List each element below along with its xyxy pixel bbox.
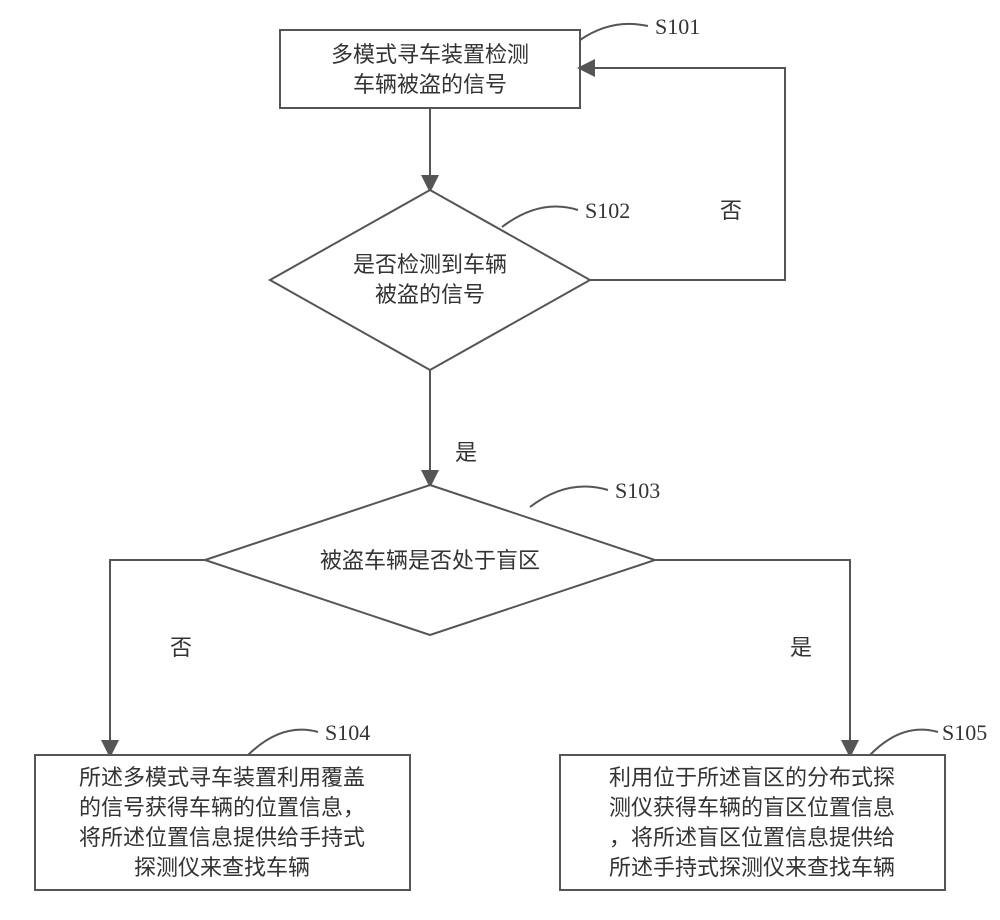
flowchart-canvas: 多模式寻车装置检测 车辆被盗的信号 S101 是否检测到车辆 被盗的信号 S10… (0, 0, 1000, 920)
s104-line2: 的信号获得车辆的位置信息， (79, 795, 365, 820)
s104-line3: 将所述位置信息提供给手持式 (79, 825, 365, 850)
s105-line4: 所述手持式探测仪来查找车辆 (609, 855, 895, 880)
s103-line1: 被盗车辆是否处于盲区 (320, 548, 540, 573)
s105-line1: 利用位于所述盲区的分布式探 (609, 765, 895, 790)
s103-label: S103 (615, 478, 660, 503)
s104-line1: 所述多模式寻车装置利用覆盖 (79, 765, 365, 790)
s101-label: S101 (655, 14, 700, 39)
s105-line3: ，将所述盲区位置信息提供给 (609, 825, 895, 850)
node-s104: 所述多模式寻车装置利用覆盖 的信号获得车辆的位置信息， 将所述位置信息提供给手持… (35, 720, 410, 890)
s102-line2: 被盗的信号 (375, 282, 485, 307)
edge-s102-no-label: 否 (720, 198, 742, 223)
edge-s103-yes: 是 (655, 560, 850, 755)
s105-line2: 测仪获得车辆的盲区位置信息 (609, 795, 895, 820)
node-s105: 利用位于所述盲区的分布式探 测仪获得车辆的盲区位置信息 ，将所述盲区位置信息提供… (560, 720, 987, 890)
edge-s102-no: 否 (580, 68, 785, 280)
s104-label: S104 (325, 720, 370, 745)
edge-s103-yes-label: 是 (790, 635, 812, 660)
node-s102: 是否检测到车辆 被盗的信号 S102 (270, 190, 630, 370)
node-s103: 被盗车辆是否处于盲区 S103 (205, 478, 660, 635)
edge-s103-no: 否 (110, 560, 205, 755)
node-s101: 多模式寻车装置检测 车辆被盗的信号 S101 (280, 14, 700, 108)
s102-line1: 是否检测到车辆 (353, 252, 507, 277)
s102-label: S102 (585, 198, 630, 223)
edge-s102-yes: 是 (430, 370, 477, 485)
edge-s102-yes-label: 是 (455, 440, 477, 465)
s105-label: S105 (942, 720, 987, 745)
s101-line1: 多模式寻车装置检测 (331, 42, 529, 67)
s101-line2: 车辆被盗的信号 (353, 72, 507, 97)
edge-s103-no-label: 否 (170, 635, 192, 660)
s104-line4: 探测仪来查找车辆 (134, 855, 310, 880)
